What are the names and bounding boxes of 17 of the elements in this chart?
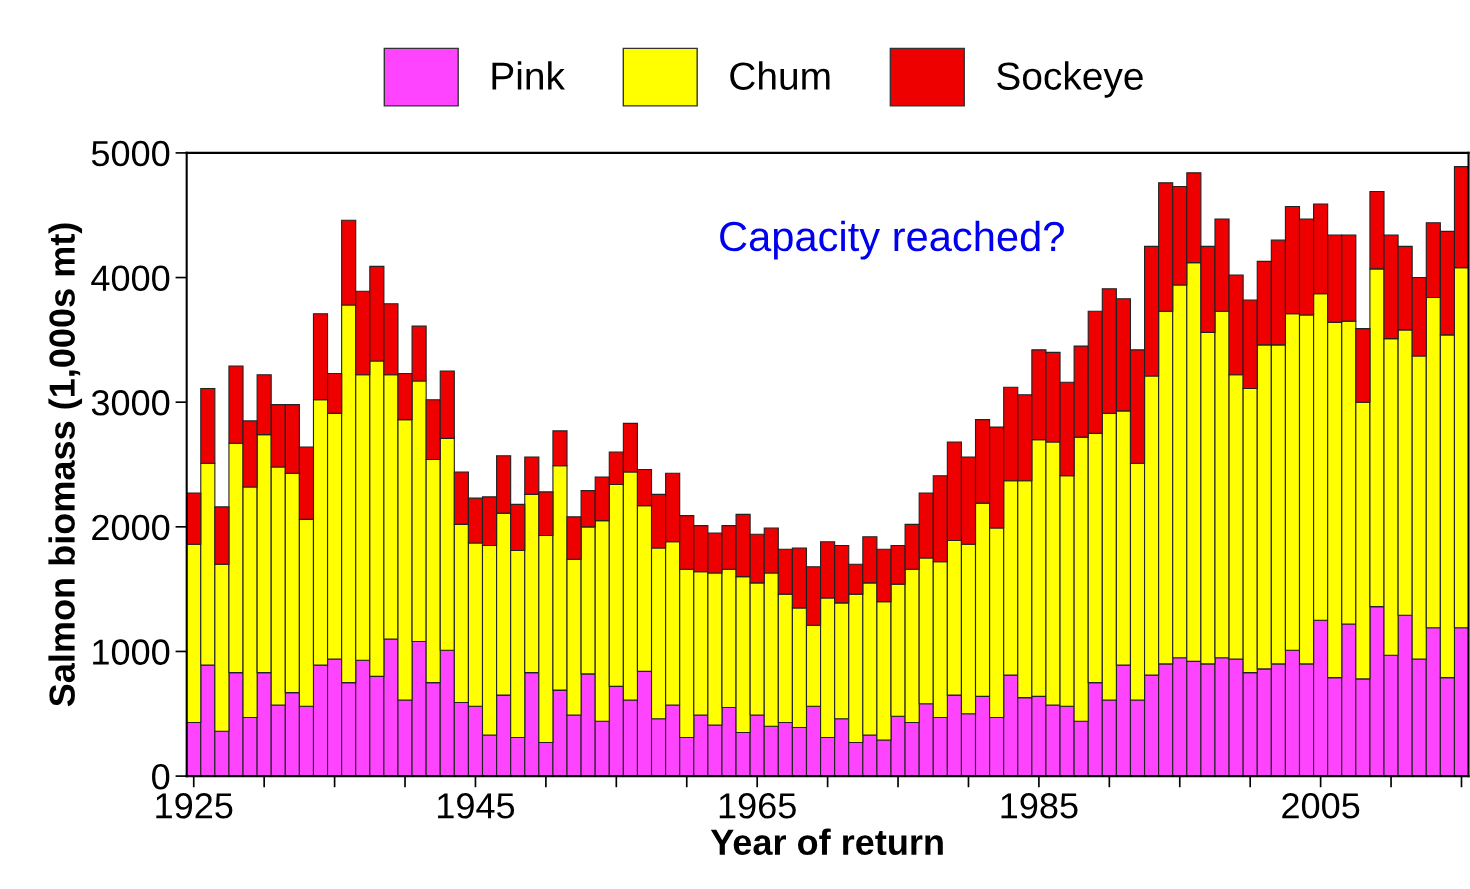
x-tick-label: 1925 (156, 793, 233, 819)
y-tick-label: 1000 (93, 639, 170, 665)
x-axis-title: Year of return (710, 828, 943, 856)
legend-label: Chum (730, 61, 830, 90)
y-tick-label: 2000 (92, 514, 170, 541)
y-axis-title: Salmon biomass (1,000s mt) (48, 223, 83, 707)
y-tick-label: 3000 (91, 390, 170, 416)
x-tick-label: 1945 (438, 793, 515, 819)
y-tick-label: 4000 (91, 265, 170, 291)
x-tick-label: 2005 (1282, 793, 1360, 819)
y-tick-label: 5000 (91, 140, 170, 167)
y-tick-label: 0 (152, 763, 170, 790)
legend-label: Sockeye (997, 61, 1143, 98)
legend-label: Pink (492, 61, 566, 90)
x-tick-label: 1965 (719, 793, 796, 819)
x-tick-label: 1985 (1001, 793, 1078, 819)
annotation: Capacity reached? (720, 220, 1064, 260)
